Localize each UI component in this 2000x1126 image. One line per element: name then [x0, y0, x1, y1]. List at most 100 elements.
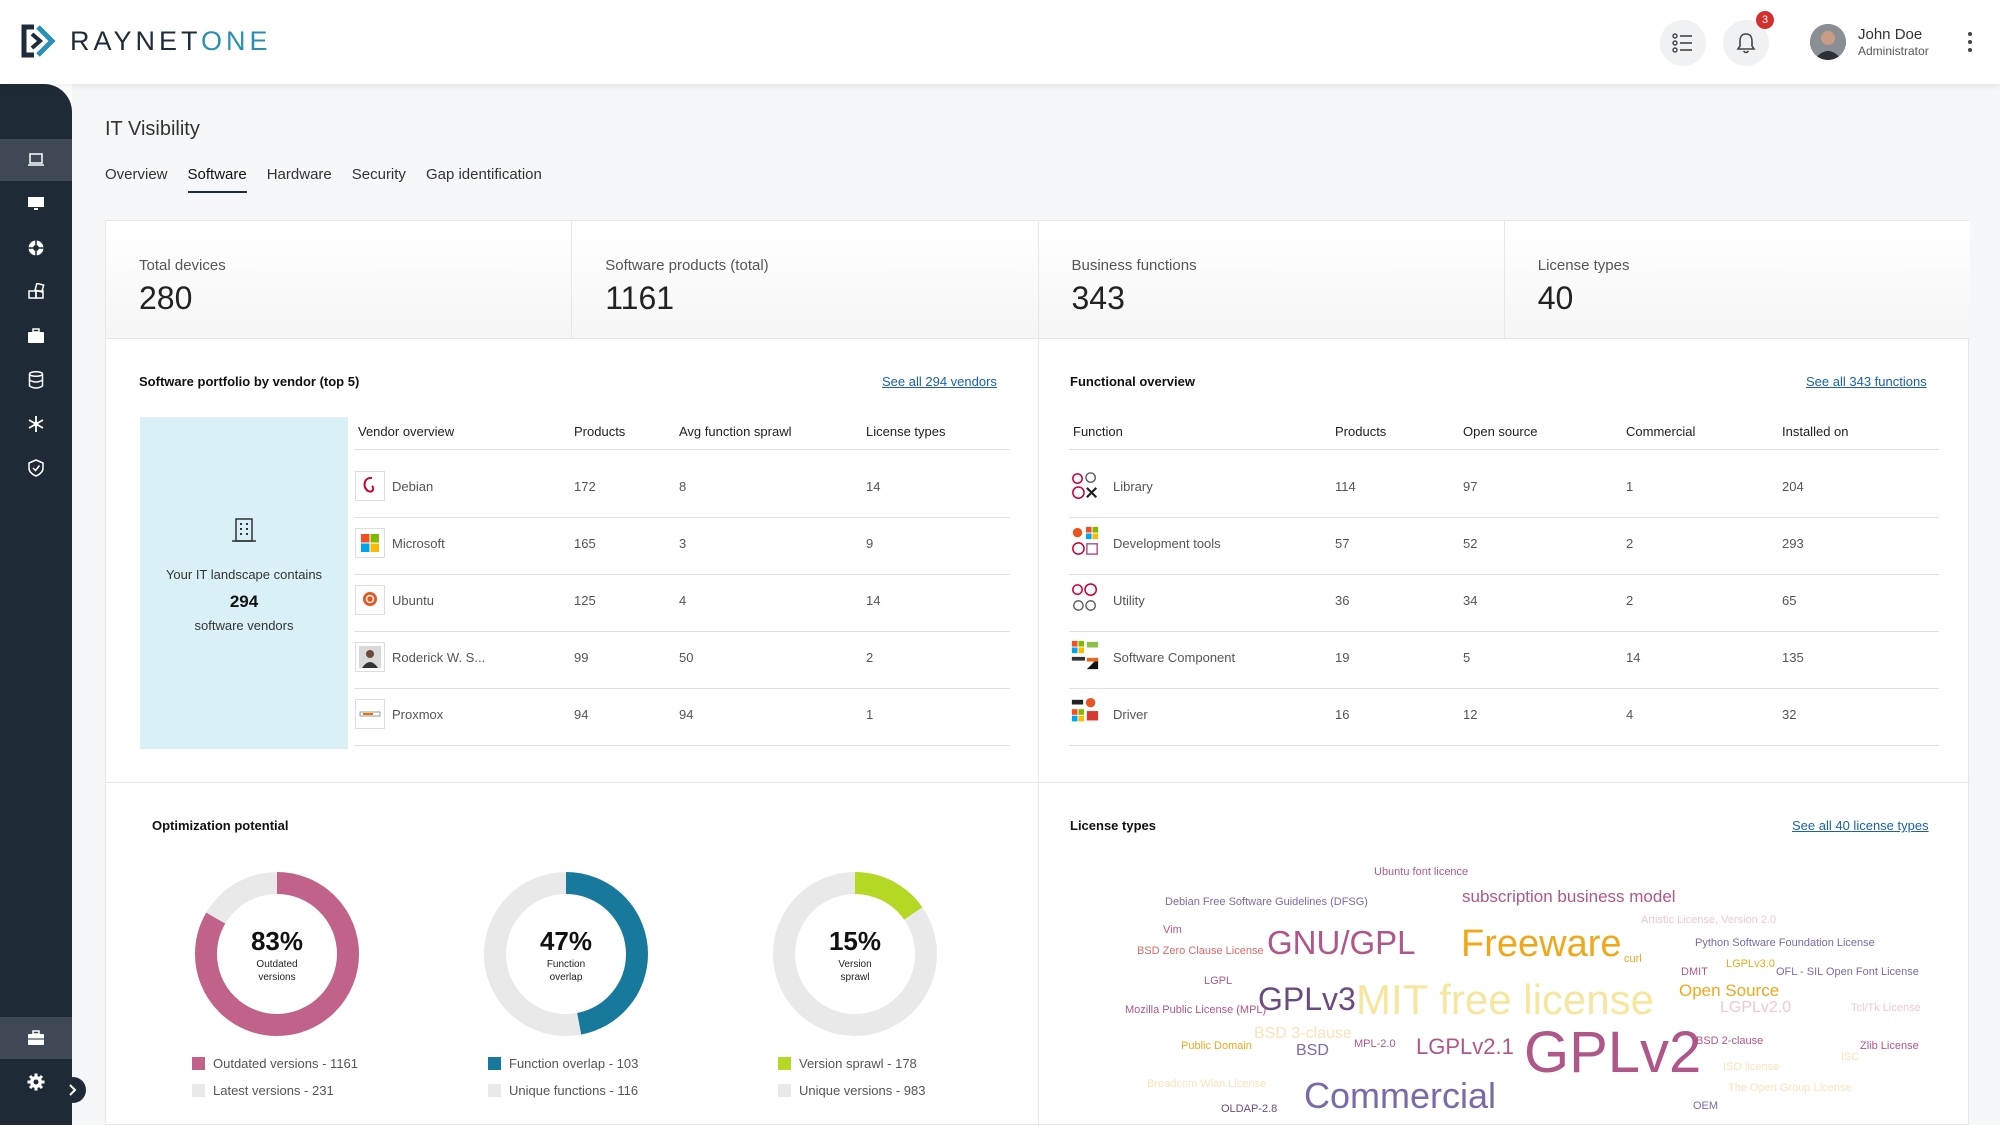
outdated-versions-donut[interactable]: 83% Outdated versions [192, 869, 362, 1039]
vendor-name[interactable]: Microsoft [392, 536, 445, 551]
license-tag[interactable]: ISC [1841, 1051, 1860, 1063]
license-tag[interactable]: LGPL [1204, 975, 1233, 987]
function-name[interactable]: Utility [1113, 593, 1145, 608]
tab-security[interactable]: Security [351, 166, 406, 183]
col-open-source[interactable]: Open source [1463, 424, 1538, 439]
license-tag[interactable]: OEM [1693, 1100, 1719, 1112]
tab-hardware[interactable]: Hardware [266, 166, 332, 183]
sidebar-expand-button[interactable] [60, 1077, 86, 1103]
briefcase-icon [28, 328, 44, 343]
function-open-source: 52 [1463, 536, 1478, 551]
function-commercial: 2 [1626, 593, 1634, 608]
license-tag[interactable]: MPL-2.0 [1354, 1038, 1396, 1050]
sidebar-item-it-visibility[interactable] [0, 139, 72, 181]
license-tag[interactable]: Tcl/Tk License [1851, 1002, 1921, 1014]
license-tag[interactable]: GPLv2 [1524, 1020, 1702, 1085]
raynet-logo[interactable]: RAYNETONE [20, 24, 272, 58]
license-tag[interactable]: LGPLv2.1 [1416, 1034, 1514, 1059]
version-sprawl-donut[interactable]: 15% Version sprawl [770, 869, 940, 1039]
function-name[interactable]: Software Component [1113, 650, 1236, 665]
sidebar-item-workspace[interactable] [0, 1017, 72, 1059]
donut-percent: 15% [828, 925, 882, 956]
license-tag[interactable]: Open Source [1679, 981, 1780, 1000]
donut-center: 15% Version sprawl [770, 869, 940, 1039]
function-overlap-donut[interactable]: 47% Function overlap [481, 869, 651, 1039]
vendor-products: 172 [574, 479, 596, 494]
user-avatar[interactable] [1810, 24, 1846, 60]
vendor-name[interactable]: Ubuntu [392, 593, 434, 608]
license-tag[interactable]: Ubuntu font licence [1374, 866, 1469, 878]
license-tag[interactable]: Zlib License [1860, 1040, 1919, 1052]
function-name[interactable]: Library [1113, 479, 1153, 494]
license-tag[interactable]: Commercial [1304, 1075, 1497, 1116]
license-tag[interactable]: Artistic License, Version 2.0 [1641, 914, 1777, 926]
gear-icon [27, 1073, 45, 1091]
sidebar-item-security[interactable] [0, 447, 72, 489]
row-divider [354, 517, 1010, 518]
license-tag[interactable]: Mozilla Public License (MPL) [1125, 1004, 1267, 1016]
license-tag[interactable]: BSD [1296, 1042, 1329, 1059]
row-divider [354, 631, 1010, 632]
vendor-name[interactable]: Proxmox [392, 707, 444, 722]
see-all-license-types-link[interactable]: See all 40 license types [1792, 818, 1929, 833]
col-vendor-overview[interactable]: Vendor overview [358, 424, 455, 439]
license-tag[interactable]: OLDAP-2.8 [1221, 1103, 1278, 1115]
sidebar-item-packages[interactable] [0, 315, 72, 357]
license-tag[interactable]: OFL - SIL Open Font License [1776, 966, 1919, 978]
vendor-sprawl: 94 [679, 707, 694, 722]
see-all-vendors-link[interactable]: See all 294 vendors [882, 374, 997, 389]
donut-chart [195, 872, 359, 1036]
sidebar-item-applications[interactable] [0, 271, 72, 313]
sidebar-item-support[interactable] [0, 227, 72, 269]
top-bar: RAYNETONE 3 John Doe Administrator [0, 0, 2000, 84]
col-products[interactable]: Products [574, 424, 626, 439]
function-name[interactable]: Development tools [1113, 536, 1221, 551]
function-name[interactable]: Driver [1113, 707, 1148, 722]
license-tag[interactable]: GNU/GPL [1267, 924, 1416, 961]
col-products[interactable]: Products [1335, 424, 1387, 439]
license-tag[interactable]: LGPLv3.0 [1726, 958, 1775, 970]
tab-software[interactable]: Software [187, 166, 247, 193]
legend-label: Version sprawl - 178 [799, 1056, 917, 1071]
task-list-button[interactable] [1660, 20, 1706, 66]
vendor-summary-box: Your IT landscape contains 294 software … [140, 417, 348, 749]
license-tag[interactable]: curl [1624, 953, 1642, 965]
col-installed-on[interactable]: Installed on [1782, 424, 1849, 439]
col-license-types[interactable]: License types [866, 424, 946, 439]
tab-gap-identification[interactable]: Gap identification [425, 166, 542, 183]
license-tag[interactable]: BSD 3-clause [1254, 1025, 1352, 1042]
col-function[interactable]: Function [1073, 424, 1123, 439]
license-tag[interactable]: Broadcom Wlan License [1147, 1078, 1267, 1090]
sidebar-item-settings[interactable] [0, 1061, 72, 1103]
monitor-icon [28, 197, 44, 210]
vendor-name[interactable]: Debian [392, 479, 434, 494]
license-tag[interactable]: ISO license [1723, 1061, 1780, 1073]
tab-overview[interactable]: Overview [105, 166, 168, 183]
see-all-functions-link[interactable]: See all 343 functions [1806, 374, 1927, 389]
col-avg-function-sprawl[interactable]: Avg function sprawl [679, 424, 792, 439]
license-tag[interactable]: Vim [1163, 924, 1182, 936]
col-commercial[interactable]: Commercial [1626, 424, 1696, 439]
license-tag[interactable]: MIT free license [1356, 976, 1654, 1023]
row-divider [354, 745, 1010, 746]
sidebar-item-devices[interactable] [0, 183, 72, 225]
vendor-name[interactable]: Roderick W. S... [392, 650, 486, 665]
sidebar-item-integrations[interactable] [0, 403, 72, 445]
function-products: 19 [1335, 650, 1350, 665]
license-tag[interactable]: BSD 2-clause [1696, 1035, 1764, 1047]
license-tag[interactable]: Public Domain [1181, 1040, 1252, 1052]
user-name[interactable]: John Doe [1858, 26, 1923, 43]
license-tag[interactable]: Debian Free Software Guidelines (DFSG) [1165, 896, 1368, 908]
license-tag[interactable]: subscription business model [1462, 887, 1676, 906]
license-tag[interactable]: GPLv3 [1258, 981, 1356, 1017]
license-tag[interactable]: Python Software Foundation License [1695, 937, 1875, 949]
license-tag[interactable]: Freeware [1461, 923, 1622, 965]
more-options-icon[interactable] [1962, 30, 1978, 54]
license-tag[interactable]: LGPLv2.0 [1720, 999, 1792, 1016]
sidebar-item-database[interactable] [0, 359, 72, 401]
kpi-value: 343 [1071, 280, 1125, 316]
license-tag[interactable]: BSD Zero Clause License [1137, 945, 1264, 957]
license-tag[interactable]: DMIT [1681, 966, 1708, 978]
license-tag[interactable]: The Open Group License [1728, 1082, 1852, 1094]
donut-chart [773, 872, 937, 1036]
